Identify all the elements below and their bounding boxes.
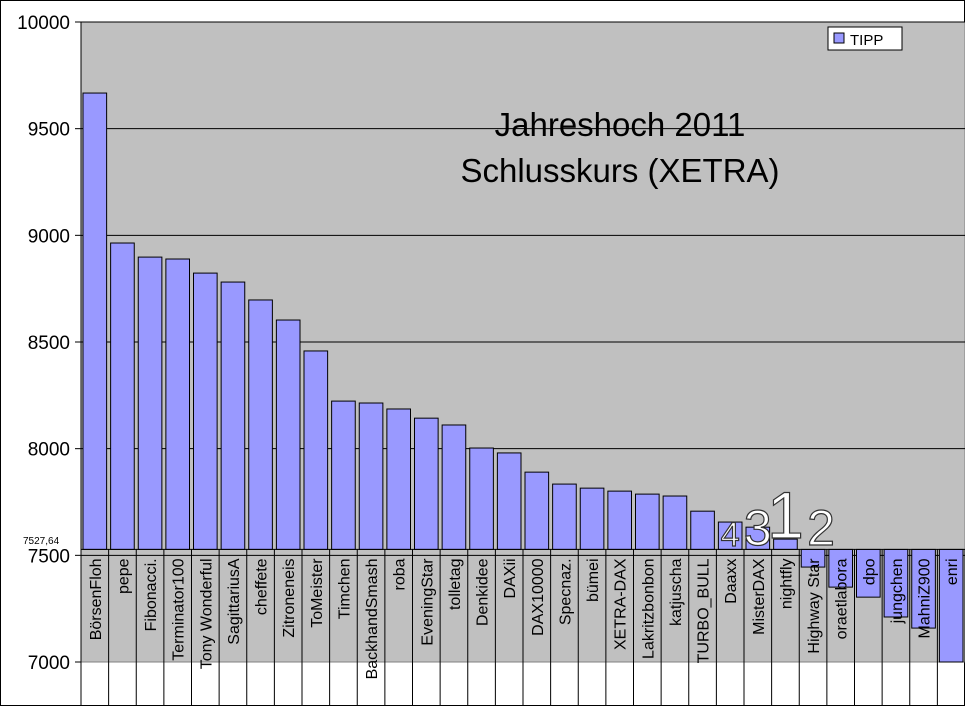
bar [82, 92, 108, 550]
y-tick-label: 9500 [28, 120, 70, 141]
baseline-label: 7527,64 [23, 536, 60, 547]
x-tick-label: katjuscha [668, 558, 685, 626]
bar [275, 319, 301, 550]
x-tick-label: DAXii [502, 558, 519, 598]
bar [137, 256, 163, 550]
rank-annotation: 2 [807, 500, 835, 556]
bar [552, 483, 577, 550]
x-tick-label: BackhandSmash [364, 558, 381, 679]
rank-annotation: 3 [744, 500, 772, 556]
x-tick-label: jungchen [889, 558, 906, 624]
bar [441, 424, 467, 550]
x-tick-label: XETRA-DAX [613, 558, 630, 650]
legend: TIPP [827, 26, 903, 51]
bar [386, 408, 411, 550]
x-tick-label: Highway Star [806, 558, 823, 654]
x-tick-label: bümei [585, 558, 602, 602]
x-tick-label: oraetlabora [834, 558, 851, 639]
x-tick-label: TURBO_BULL [696, 558, 713, 663]
bar [635, 493, 660, 550]
bar [662, 495, 688, 550]
x-tick-label: nightfly [778, 558, 795, 609]
x-tick-label: ToMeister [309, 558, 326, 628]
x-tick-label: roba [392, 558, 409, 590]
bar [331, 400, 356, 550]
y-tick-label: 9000 [28, 226, 70, 247]
x-tick-label: BörsenFloh [88, 558, 105, 640]
legend-swatch [833, 32, 845, 44]
bar [579, 487, 605, 550]
bar [193, 272, 218, 550]
x-tick-label: Fibonacci. [143, 558, 160, 631]
y-tick-label: 7000 [28, 653, 70, 674]
x-tick-label: Tony Wonderful [198, 558, 215, 669]
bar [110, 242, 135, 550]
x-tick-label: tolletag [447, 558, 464, 610]
bar [524, 471, 550, 550]
x-tick-label: Lakritzbonbon [640, 558, 657, 659]
x-tick-label: Specnaz. [557, 558, 574, 625]
bar [469, 447, 494, 550]
x-tick-label: Terminator100 [171, 558, 188, 660]
x-tick-label: Timchen [336, 558, 353, 619]
bar [303, 350, 329, 550]
bar [220, 281, 246, 550]
x-tick-label: Daaxx [723, 558, 740, 603]
x-tick-label: Denkidee [475, 558, 492, 626]
y-tick-label: 10000 [17, 13, 70, 34]
x-tick-label: MahniZ900 [917, 558, 934, 638]
bar [414, 417, 439, 550]
x-tick-label: dpo [861, 558, 878, 585]
x-tick-label: enri [944, 558, 961, 585]
rank-annotation: 1 [767, 478, 804, 552]
bar [496, 452, 522, 550]
bar [165, 258, 190, 550]
x-tick-label: cheffete [254, 558, 271, 615]
bar [607, 490, 632, 550]
x-tick-label: SagittariusA [226, 558, 243, 645]
chart-title-line-1: Jahreshoch 2011 [495, 106, 746, 143]
x-tick-label: MisterDAX [751, 558, 768, 635]
y-tick-label: 8500 [28, 333, 70, 354]
x-tick-label: EveningStar [419, 558, 436, 646]
rank-annotation: 4 [721, 516, 740, 554]
x-tick-label: DAX10000 [530, 558, 547, 635]
legend-label: TIPP [850, 32, 883, 49]
y-tick-label: 8000 [28, 440, 70, 461]
x-tick-label: Zitroneneis [281, 558, 298, 637]
chart-title-line-2: Schlusskurs (XETRA) [460, 152, 779, 189]
bar [248, 299, 273, 550]
x-tick-label: pepe [115, 558, 132, 594]
bar [358, 402, 384, 550]
bar [690, 510, 715, 550]
y-tick-label: 7500 [28, 546, 70, 567]
